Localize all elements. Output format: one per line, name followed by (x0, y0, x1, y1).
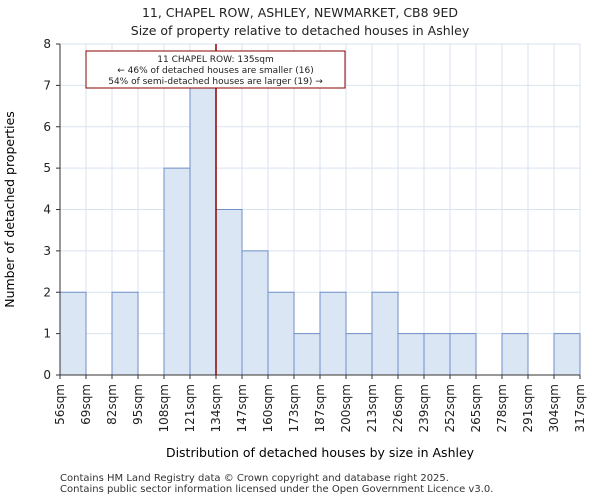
x-tick-label: 304sqm (547, 384, 561, 432)
x-tick-label: 69sqm (79, 384, 93, 425)
histogram-chart: 0 1 2 3 4 5 6 7 8 56sqm 69sqm 82sqm 95sqm 108sqm 121s… (2, 37, 587, 460)
annotation-box: 11 CHAPEL ROW: 135sqm ← 46% of detached … (85, 50, 346, 89)
bar (267, 291, 295, 376)
x-tick-label: 82sqm (105, 384, 119, 425)
y-tick-label: 1 (43, 327, 51, 341)
x-tick-label: 95sqm (131, 384, 145, 425)
y-axis-label: Number of detached properties (2, 111, 17, 308)
bar (111, 291, 139, 376)
bar (241, 250, 269, 376)
annotation-line1: 11 CHAPEL ROW: 135sqm (157, 55, 273, 65)
x-tick-label: 291sqm (521, 384, 535, 432)
y-tick-label: 6 (43, 120, 51, 134)
x-tick-label: 200sqm (339, 384, 353, 432)
bar (189, 84, 217, 376)
bar (423, 333, 451, 376)
bar (501, 333, 529, 376)
x-tick-label: 56sqm (53, 384, 67, 425)
bar (163, 167, 191, 376)
x-tick-label: 278sqm (495, 384, 509, 432)
x-tick-labels: 56sqm 69sqm 82sqm 95sqm 108sqm 121sqm 134sqm 14… (53, 375, 587, 432)
x-tick-label: 160sqm (261, 384, 275, 432)
x-tick-label: 252sqm (443, 384, 457, 432)
bar (397, 333, 425, 376)
bar (215, 209, 243, 376)
bar (449, 333, 477, 376)
chart-title-block: 11, CHAPEL ROW, ASHLEY, NEWMARKET, CB8 9… (0, 4, 600, 40)
footer-line1: Contains HM Land Registry data © Crown c… (60, 473, 449, 484)
y-tick-label: 3 (43, 244, 51, 258)
bar (345, 333, 373, 376)
x-axis-label: Distribution of detached houses by size … (166, 445, 475, 460)
y-tick-label: 8 (43, 37, 51, 51)
x-tick-label: 265sqm (469, 384, 483, 432)
y-tick-label: 5 (43, 161, 51, 175)
x-tick-label: 134sqm (209, 384, 223, 432)
x-tick-label: 226sqm (391, 384, 405, 432)
bar (59, 291, 87, 376)
y-tick-label: 0 (43, 368, 51, 382)
x-tick-label: 213sqm (365, 384, 379, 432)
x-tick-label: 108sqm (157, 384, 171, 432)
bar (319, 291, 347, 376)
chart-title-line2: Size of property relative to detached ho… (130, 23, 470, 38)
chart-title-line1: 11, CHAPEL ROW, ASHLEY, NEWMARKET, CB8 9… (141, 5, 459, 20)
bar (293, 333, 321, 376)
x-tick-label: 147sqm (235, 384, 249, 432)
annotation-line2: ← 46% of detached houses are smaller (16… (117, 66, 314, 76)
annotation-line3: 54% of semi-detached houses are larger (… (108, 77, 323, 87)
y-tick-label: 4 (43, 203, 51, 217)
footer-line2: Contains public sector information licen… (60, 484, 494, 495)
annotation-rect (85, 50, 346, 89)
y-tick-label: 2 (43, 285, 51, 299)
x-tick-label: 317sqm (573, 384, 587, 432)
x-tick-label: 121sqm (183, 384, 197, 432)
y-tick-labels: 0 1 2 3 4 5 6 7 8 (43, 37, 60, 382)
x-tick-label: 187sqm (313, 384, 327, 432)
footer: Contains HM Land Registry data © Crown c… (60, 473, 493, 495)
bar (371, 291, 399, 376)
x-tick-label: 173sqm (287, 384, 301, 432)
y-tick-label: 7 (43, 78, 51, 92)
x-tick-label: 239sqm (417, 384, 431, 432)
bars (59, 84, 581, 376)
bar (553, 333, 581, 376)
